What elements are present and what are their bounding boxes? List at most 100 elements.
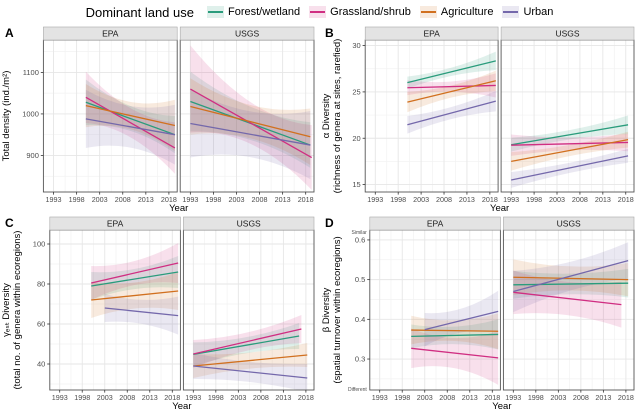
x-tick-label: 2018	[161, 195, 177, 204]
trend-line-forest-wetland	[407, 60, 496, 84]
agriculture-line-key-icon	[419, 6, 437, 18]
confidence-band-grassland-shrub	[91, 243, 179, 300]
trend-line-agriculture	[511, 138, 629, 163]
trend-line-forest-wetland	[511, 124, 629, 146]
trend-line-urban	[190, 122, 311, 146]
trend-line-urban	[85, 118, 176, 136]
x-axis-label: Year	[169, 203, 188, 214]
y-tick-label: 1000	[22, 110, 39, 119]
y-annotation-similar: Similar	[352, 230, 368, 236]
facet-strip-usgs	[503, 216, 635, 231]
panel-c-letter: C	[5, 216, 14, 230]
x-tick-label: 2008	[119, 393, 135, 402]
legend-item-label: Agriculture	[440, 6, 494, 18]
legend-item-agriculture[interactable]: Agriculture	[419, 6, 494, 18]
x-tick-label: 1993	[182, 195, 198, 204]
legend-item-urban[interactable]: Urban	[502, 6, 553, 18]
forest-wetland-line-key-icon	[206, 6, 224, 18]
x-tick-label: 1998	[205, 195, 221, 204]
x-tick-label: 2018	[298, 195, 314, 204]
x-tick-label: 1998	[526, 195, 542, 204]
confidence-band-forest-wetland	[190, 71, 311, 168]
y-axis-label: γₑₛₜ Diversity	[1, 283, 12, 337]
trend-line-agriculture	[411, 329, 499, 332]
x-tick-label: 2008	[115, 195, 131, 204]
confidence-band-urban	[104, 294, 179, 335]
facet-epa: EPA 1993 1998 2003 2008 2013 2018	[42, 26, 178, 204]
urban-line-key-icon	[502, 6, 520, 18]
facet-strip-label: USGS	[235, 29, 259, 39]
facet-strip-label: USGS	[556, 29, 580, 39]
facet-strip-label: EPA	[102, 29, 119, 39]
x-tick-label: 2008	[252, 195, 268, 204]
confidence-band-forest-wetland	[407, 51, 496, 89]
x-tick-label: 2013	[462, 393, 478, 402]
facet-strip-epa	[369, 216, 501, 231]
legend-item-label: Urban	[523, 6, 554, 18]
x-tick-label: 2013	[595, 393, 611, 402]
x-tick-label: 2018	[298, 393, 314, 402]
x-tick-label: 1993	[367, 195, 383, 204]
trend-line-grassland-shrub	[85, 96, 176, 149]
panel-b-letter: B	[325, 26, 334, 40]
y-annotation-different: Different	[348, 387, 367, 393]
x-tick-label: 2013	[459, 195, 475, 204]
x-tick-label: 2013	[275, 195, 291, 204]
x-tick-label: 2003	[230, 393, 246, 402]
x-axis-label: Year	[172, 401, 191, 412]
y-tick-label: 0.4	[355, 315, 365, 324]
x-tick-label: 2003	[549, 195, 565, 204]
panel-a: A EPA 1993 1998 2003 2008 2013 2018 USGS 1993 199…	[0, 24, 319, 214]
x-tick-label: 2018	[618, 195, 634, 204]
trend-line-forest-wetland	[411, 333, 499, 338]
y-axis-label: Total density (ind./m²)	[1, 71, 12, 162]
facet-usgs: USGS 1993 1998 2003 2008 2013 2018	[500, 26, 635, 204]
confidence-band-forest-wetland	[91, 256, 179, 300]
trend-line-forest-wetland	[193, 335, 300, 356]
legend-item-grassland-shrub[interactable]: Grassland/shrub	[309, 6, 411, 18]
facet-strip-label: EPA	[107, 219, 124, 229]
confidence-band-agriculture	[511, 131, 629, 171]
x-tick-label: 1998	[208, 393, 224, 402]
facet-strip-epa	[364, 26, 499, 41]
trend-line-agriculture	[85, 104, 176, 127]
trend-line-grassland-shrub	[513, 291, 622, 306]
trend-line-agriculture	[513, 276, 629, 281]
panel-a-chart: EPA 1993 1998 2003 2008 2013 2018 USGS 1993 1998 2…	[1, 26, 315, 214]
y-tick-label: 60	[37, 320, 45, 329]
x-tick-label: 2018	[618, 393, 634, 402]
y-tick-label: 1100	[23, 68, 39, 77]
facet-usgs: USGS 1993 1998 2003 2008 2013 2018	[179, 26, 315, 204]
facet-strip-usgs	[179, 26, 315, 41]
x-axis-label: Year	[492, 401, 511, 412]
legend-title: Dominant land use	[85, 4, 194, 20]
y-tick-label: 0.6	[355, 236, 365, 245]
legend-item-forest-wetland[interactable]: Forest/wetland	[206, 6, 300, 18]
panel-b: B EPA 1993 1998 2003 2008 2013 2018 USGS 1993 199…	[320, 24, 639, 214]
x-tick-label: 2008	[572, 195, 588, 204]
y-axis-label: α Diversity	[321, 93, 332, 138]
x-tick-label: 1993	[185, 393, 201, 402]
panel-d: D EPA 1993 1998 2003 2008 2013 2018 USGS 1993 199…	[320, 214, 639, 412]
x-tick-label: 2003	[97, 393, 113, 402]
panel-b-chart: EPA 1993 1998 2003 2008 2013 2018 USGS 1993 1998 2…	[321, 26, 635, 214]
x-tick-label: 1993	[52, 393, 68, 402]
y-tick-label: 15	[352, 180, 360, 189]
facet-strip-usgs	[183, 216, 315, 231]
panel-c: C EPA 1993 1998 2003 2008 2013 2018 USGS 1993 199…	[0, 214, 319, 412]
legend: Dominant land use Forest/wetland Grassla…	[0, 0, 639, 24]
confidence-band-urban	[407, 90, 496, 134]
x-tick-label: 2008	[573, 393, 589, 402]
trend-line-forest-wetland	[91, 271, 179, 287]
y-tick-label: 0.5	[355, 275, 365, 284]
x-tick-label: 1993	[372, 393, 388, 402]
facet-strip-epa	[43, 26, 178, 41]
trend-line-grassland-shrub	[193, 328, 302, 355]
y-tick-label: 0.3	[355, 355, 365, 364]
facet-epa: EPA 1993 1998 2003 2008 2013 2018	[369, 216, 501, 402]
panel-a-letter: A	[5, 26, 14, 40]
y-tick-label: 100	[33, 240, 46, 249]
x-tick-label: 2003	[92, 195, 108, 204]
confidence-band-grassland-shrub	[411, 328, 499, 385]
trend-line-urban	[104, 307, 179, 317]
